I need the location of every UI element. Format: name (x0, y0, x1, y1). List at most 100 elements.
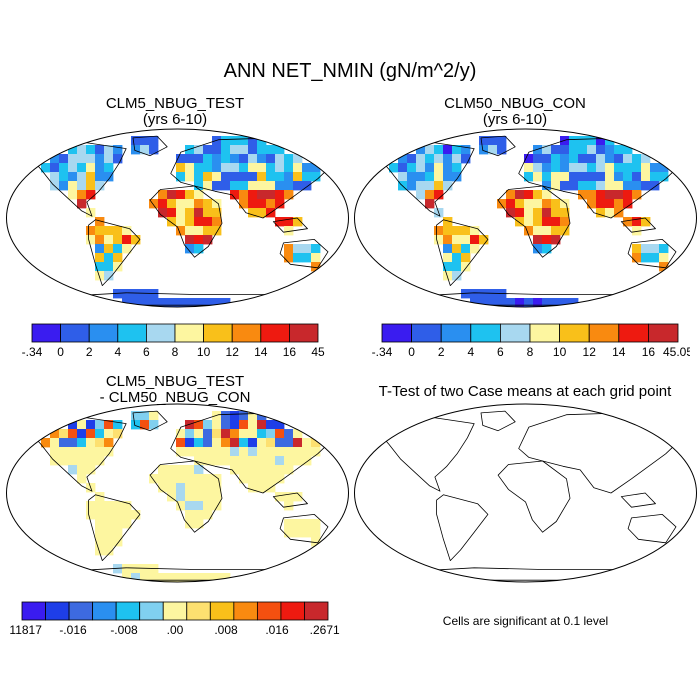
map-cell (167, 492, 177, 502)
map-cell (293, 154, 303, 164)
coastline (377, 141, 475, 217)
map-cell (86, 456, 96, 466)
map-cell (479, 235, 489, 245)
map-cell (95, 154, 105, 164)
coastline (170, 412, 339, 494)
map-cell (461, 262, 471, 272)
map-cell (122, 519, 132, 529)
map-cell (587, 163, 597, 173)
map-cell (212, 154, 222, 164)
map-cell (104, 510, 114, 520)
map-cell (248, 474, 258, 484)
colorbar-swatch (256, 601, 282, 621)
map-cell (416, 172, 426, 182)
map-cell (641, 253, 651, 263)
map-cell (68, 181, 78, 191)
map-cell (266, 199, 276, 209)
colorbar-swatch (231, 323, 262, 343)
map-cell (488, 289, 498, 299)
map-cell (479, 136, 489, 146)
map-cell (461, 145, 471, 155)
map-cell (149, 145, 159, 155)
map-cell (560, 172, 570, 182)
map-cell (140, 573, 150, 582)
map-cell (533, 154, 543, 164)
map-cell (551, 172, 561, 182)
map-cell (605, 199, 615, 209)
map-cell (104, 163, 114, 173)
coastline (518, 412, 687, 494)
map-cell (266, 420, 276, 430)
map-cell (68, 154, 78, 164)
map-cell (275, 154, 285, 164)
map-cell (452, 226, 462, 236)
map-cell (176, 483, 186, 493)
map-cell (257, 163, 267, 173)
map-cell (614, 172, 624, 182)
map-cell (659, 253, 669, 263)
map-cell (266, 190, 276, 200)
map-cell (185, 163, 195, 173)
map-cell (551, 181, 561, 191)
map-cell (194, 154, 204, 164)
coastline (170, 137, 339, 219)
map-cell (212, 163, 222, 173)
map-cell (104, 235, 114, 245)
map-cell (194, 244, 204, 254)
map-cell (140, 420, 150, 430)
map-cell (131, 145, 141, 155)
map-cell (470, 226, 480, 236)
map-cell (578, 181, 588, 191)
map-cell (95, 519, 105, 529)
map-cells (29, 410, 339, 582)
colorbar-swatch (233, 601, 258, 621)
map-cell (443, 181, 453, 191)
map-cell (122, 235, 132, 245)
map-cell (533, 199, 543, 209)
map-cell (212, 226, 222, 236)
map-cell (275, 190, 285, 200)
map-cell (524, 199, 534, 209)
map-cell (266, 145, 276, 155)
map-cell (239, 411, 249, 421)
map-cell (257, 438, 267, 448)
map-cell (77, 474, 87, 484)
colorbar-swatch (88, 323, 119, 343)
map-cell (461, 154, 471, 164)
map-cell (416, 145, 426, 155)
map-cell (284, 154, 294, 164)
map-cell (212, 145, 222, 155)
map-cell (293, 181, 303, 191)
map-cell (311, 447, 321, 457)
map-cell (497, 145, 507, 155)
map-cell (443, 235, 453, 245)
map-cell (239, 456, 249, 466)
map-cell (167, 199, 177, 209)
map-cell (488, 136, 498, 146)
colorbar-swatch (68, 601, 94, 621)
map-cell (194, 420, 204, 430)
map-cell (284, 528, 294, 538)
map-cell (551, 199, 561, 209)
map-cells (29, 135, 339, 307)
coastline (480, 135, 516, 157)
map-cell (194, 226, 204, 236)
coastline (518, 137, 687, 219)
map-cell (641, 163, 651, 173)
map-cell (167, 483, 177, 493)
map-cell (113, 262, 123, 272)
map-cell (524, 154, 534, 164)
map-cell (248, 208, 258, 218)
map-cell (167, 474, 177, 484)
map-cell (560, 181, 570, 191)
map-cell (569, 163, 579, 173)
map-cell (407, 154, 417, 164)
map-cell (542, 154, 552, 164)
map-cell (311, 519, 321, 529)
map-cell (239, 474, 249, 484)
map-cell (239, 136, 249, 146)
map-cell (230, 456, 240, 466)
map-cell (113, 537, 123, 547)
panel-2-title-line2: (yrs 6-10) (482, 111, 548, 128)
map-border (354, 403, 697, 583)
